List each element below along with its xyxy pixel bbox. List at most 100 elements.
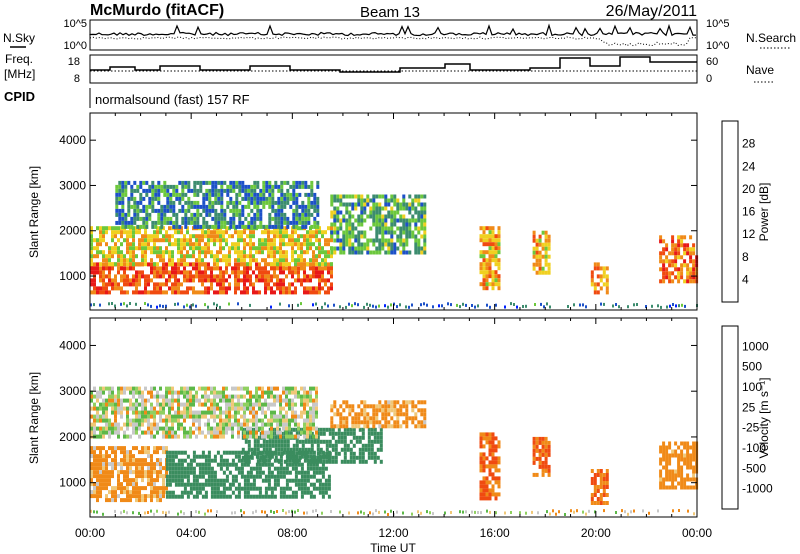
- power-echo-cell: [213, 262, 216, 267]
- power-echo-cell: [210, 266, 213, 271]
- velocity-echo-cell: [497, 480, 501, 485]
- power-echo-cell: [683, 263, 687, 268]
- velocity-echo-cell: [168, 458, 172, 463]
- power-echo-cell: [402, 218, 406, 223]
- velocity-echo-cell: [228, 414, 231, 419]
- velocity-echo-cell: [479, 468, 483, 473]
- velocity-echo-cell: [306, 470, 310, 475]
- velocity-echo-cell: [180, 450, 184, 455]
- power-echo-cell: [132, 266, 135, 271]
- power-echo-cell: [665, 247, 669, 252]
- power-echo-cell: [205, 208, 209, 213]
- velocity-echo-cell: [246, 486, 250, 491]
- power-echo-cell: [547, 270, 551, 275]
- power-echo-cell: [285, 242, 288, 247]
- velocity-echo-cell: [108, 398, 111, 403]
- power-echo-cell: [192, 246, 195, 251]
- velocity-echo-cell: [285, 486, 289, 491]
- velocity-echo-cell: [279, 486, 283, 491]
- velocity-echo-cell: [102, 486, 105, 491]
- power-echo-cell: [312, 286, 315, 291]
- power-echo-cell: [270, 262, 273, 267]
- velocity-echo-cell: [261, 462, 265, 467]
- velocity-echo-cell: [102, 474, 105, 479]
- velocity-echo-cell: [485, 464, 489, 469]
- velocity-echo-cell: [593, 477, 597, 481]
- velocity-echo-cell: [147, 474, 150, 479]
- power-echo-cell: [144, 230, 147, 235]
- velocity-echo-cell: [297, 422, 300, 427]
- power-echo-cell: [674, 243, 678, 248]
- velocity-echo-cell: [491, 472, 495, 477]
- velocity-echo-cell: [117, 434, 120, 439]
- power-echo-cell: [668, 251, 672, 256]
- velocity-echo-cell: [282, 390, 285, 395]
- velocity-echo-cell: [355, 455, 359, 460]
- velocity-echo-cell: [258, 462, 262, 467]
- velocity-echo-cell: [358, 427, 362, 432]
- power-echo-cell: [283, 216, 287, 221]
- velocity-echo-cell: [306, 422, 309, 427]
- power-echo-cell: [590, 270, 594, 275]
- velocity-echo-cell: [264, 402, 267, 407]
- velocity-echo-cell: [325, 427, 329, 432]
- power-echo-cell: [174, 286, 177, 291]
- velocity-echo-cell: [291, 418, 294, 423]
- power-echo-cell: [139, 192, 143, 197]
- velocity-echo-cell: [141, 390, 144, 395]
- velocity-echo-cell: [264, 486, 268, 491]
- power-echo-cell: [375, 210, 379, 215]
- power-echo-cell: [219, 258, 222, 263]
- power-echo-cell: [105, 230, 108, 235]
- power-echo-cell: [205, 204, 209, 209]
- power-echo-cell: [303, 242, 306, 247]
- velocity-echo-cell: [96, 414, 99, 419]
- velocity-echo-cell: [337, 431, 341, 436]
- velocity-echo-cell: [315, 430, 318, 435]
- power-echo-cell: [205, 192, 209, 197]
- velocity-echo-cell: [680, 457, 684, 462]
- velocity-echo-cell: [153, 486, 156, 491]
- velocity-echo-cell: [213, 414, 216, 419]
- velocity-echo-cell: [295, 451, 299, 456]
- velocity-echo-cell: [180, 478, 184, 483]
- velocity-echo-cell: [315, 398, 318, 403]
- power-echo-cell: [237, 250, 240, 255]
- power-echo-cell: [121, 208, 125, 213]
- power-echo-cell: [216, 238, 219, 243]
- power-echo-cell: [271, 184, 275, 189]
- power-echo-cell: [198, 246, 201, 251]
- velocity-echo-cell: [114, 414, 117, 419]
- velocity-echo-cell: [328, 439, 332, 444]
- velocity-echo-cell: [602, 485, 606, 489]
- velocity-echo-cell: [228, 450, 232, 455]
- velocity-echo-cell: [267, 478, 271, 483]
- power-echo-cell: [208, 208, 212, 213]
- power-colorbar-tick: 8: [742, 250, 749, 264]
- power-echo-cell: [157, 200, 161, 205]
- power-echo-cell: [217, 216, 221, 221]
- power-echo-cell: [280, 212, 284, 217]
- power-echo-cell: [330, 254, 333, 259]
- power-echo-cell: [354, 218, 358, 223]
- power-echo-cell: [381, 226, 385, 231]
- power-echo-cell: [333, 198, 337, 203]
- power-echo-cell: [129, 250, 132, 255]
- velocity-echo-cell: [276, 470, 280, 475]
- power-echo-cell: [291, 282, 294, 287]
- power-echo-cell: [390, 242, 394, 247]
- power-echo-cell: [665, 271, 669, 276]
- velocity-echo-cell: [174, 410, 177, 415]
- velocity-echo-cell: [258, 486, 262, 491]
- power-echo-cell: [497, 262, 501, 267]
- velocity-echo-cell: [195, 390, 198, 395]
- power-echo-cell: [330, 202, 334, 207]
- velocity-echo-cell: [315, 434, 318, 439]
- power-echo-cell: [121, 192, 125, 197]
- power-echo-cell: [285, 250, 288, 255]
- power-echo-cell: [90, 234, 93, 239]
- power-echo-cell: [267, 278, 270, 283]
- power-echo-cell: [162, 266, 165, 271]
- power-echo-cell: [593, 286, 597, 291]
- power-echo-cell: [219, 238, 222, 243]
